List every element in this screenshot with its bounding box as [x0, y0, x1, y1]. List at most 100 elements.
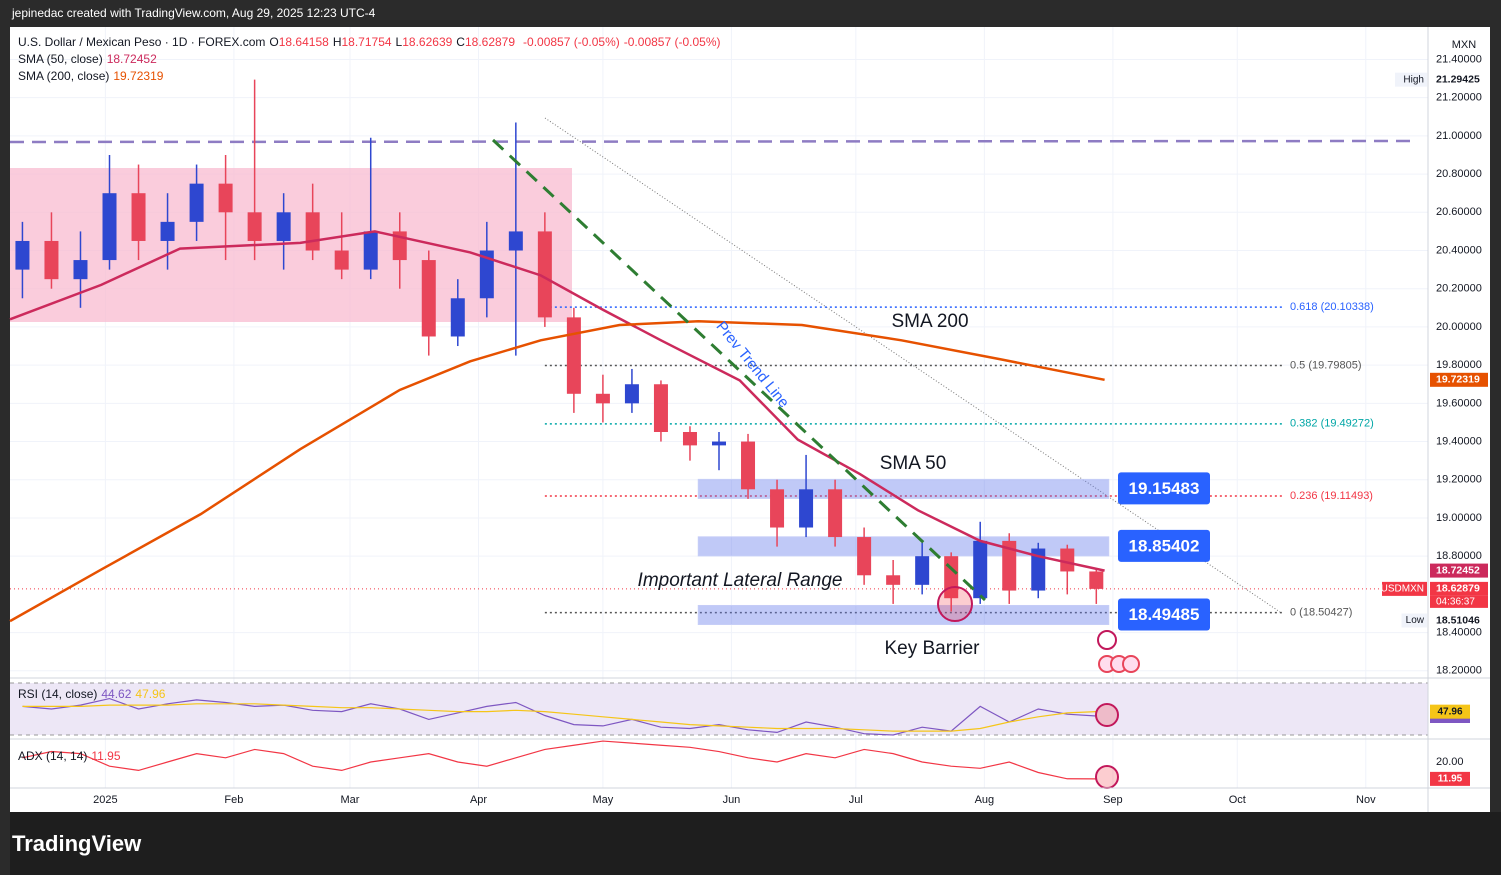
price-tag-label: 18.51046 [1436, 614, 1480, 626]
candle-body [305, 212, 320, 251]
y-tick-label: 20.80000 [1436, 168, 1482, 180]
y-tick-label: 20.40000 [1436, 244, 1482, 256]
candle-body [595, 393, 610, 404]
candle-body [131, 193, 146, 241]
indicator-line [22, 740, 1097, 780]
candle-body [857, 537, 872, 576]
zone-label: 18.85402 [1129, 536, 1200, 555]
ohlc-label: L [395, 35, 403, 49]
ohlc-value: 18.62879 [464, 35, 516, 49]
x-tick-label: 2025 [93, 794, 117, 806]
zone-label: 19.15483 [1129, 479, 1200, 498]
indicator-name: ADX (14, 14) [18, 749, 88, 763]
y-tick-label: 21.20000 [1436, 92, 1482, 104]
prev-trend-line [491, 138, 987, 602]
candle-body [624, 384, 639, 404]
brand: TradingView [12, 831, 142, 856]
fib-label: 0 (18.50427) [1290, 607, 1352, 619]
zone-tag [1118, 529, 1210, 562]
ohlc-label: C [456, 35, 465, 49]
price-tag [1430, 563, 1488, 578]
indicator-value: 18.72452 [106, 52, 157, 66]
indicator-name: SMA (50, close) [18, 52, 103, 66]
y-tick-label: 21.40000 [1436, 53, 1482, 65]
x-tick-label: Jul [849, 794, 863, 806]
indicator-value: 19.72319 [113, 69, 164, 83]
value-tag [1430, 704, 1470, 719]
zone [697, 604, 1110, 625]
candle-body [15, 240, 30, 270]
candle-body [1031, 548, 1046, 591]
y-tick-label: 19.40000 [1436, 435, 1482, 447]
y-tick-label: 19.20000 [1436, 474, 1482, 486]
y-tick-label: 18.20000 [1436, 665, 1482, 677]
indicator-name: SMA (200, close) [18, 69, 110, 83]
zone [697, 536, 1110, 557]
y-tick-label: 20.00000 [1436, 321, 1482, 333]
candle-body [566, 317, 581, 394]
x-tick-label: Apr [470, 794, 487, 806]
event-icon[interactable] [1097, 630, 1117, 650]
countdown-bg [1430, 595, 1488, 608]
value-tag-label: 47.96 [1437, 706, 1462, 717]
indicator-value: 11.95 [91, 749, 121, 763]
y-tick-label: 21.00000 [1436, 130, 1482, 142]
legend-sma200: SMA (200, close) 19.72319 [18, 69, 167, 83]
candle-body [973, 540, 988, 599]
annotation: Important Lateral Range [638, 570, 843, 591]
event-flag[interactable] [1122, 655, 1140, 673]
candle-body [218, 183, 233, 213]
candle-body [741, 441, 756, 490]
footer-bar [10, 812, 1501, 875]
candle-body [102, 193, 117, 261]
x-tick-label: Nov [1356, 794, 1376, 806]
ohlc-value: 18.64158 [278, 35, 329, 49]
candle-body [334, 250, 349, 270]
price-tag [1430, 72, 1488, 87]
header-text: jepinedac created with TradingView.com, … [11, 6, 376, 20]
y-tick-label: 20.60000 [1436, 206, 1482, 218]
candle-body [886, 575, 901, 585]
price-tag-name: Low [1406, 615, 1425, 626]
trend-line [544, 117, 1281, 613]
adx-circle [1095, 765, 1119, 789]
candle-body [1002, 540, 1017, 591]
y-tick-label: 20.00 [1436, 756, 1464, 768]
x-tick-label: May [593, 794, 614, 806]
candle-body [421, 260, 436, 337]
annotation: SMA 200 [891, 311, 968, 332]
rsi-circle [1095, 703, 1119, 727]
annotation: Key Barrier [884, 638, 980, 659]
chart-area [10, 27, 1490, 812]
indicator-line [22, 697, 1097, 736]
zone-tag [1118, 472, 1210, 505]
legend-sma50: SMA (50, close) 18.72452 [18, 52, 161, 66]
candle-body [160, 221, 175, 241]
candle-body [537, 231, 552, 318]
ohlc-value: 18.62639 [402, 35, 453, 49]
x-tick-label: Aug [975, 794, 995, 806]
candle-body [276, 212, 291, 241]
annotation: SMA 50 [880, 453, 947, 474]
indicator-line [22, 703, 1097, 732]
zone-label: 18.49485 [1129, 605, 1200, 624]
price-tag [1430, 372, 1488, 387]
candle-body [363, 231, 378, 270]
price-tag-label: 18.72452 [1436, 564, 1480, 576]
price-tag [1430, 613, 1488, 628]
x-tick-label: Oct [1229, 794, 1246, 806]
candle-body [508, 231, 523, 251]
sma-line [9, 319, 1105, 623]
candle-body [450, 298, 465, 337]
x-tick-label: Sep [1103, 794, 1123, 806]
indicator-value: 47.96 [135, 687, 166, 701]
rsi-band [10, 683, 1428, 735]
price-tag-label: 21.29425 [1436, 73, 1480, 85]
change: -0.00857 (-0.05%) [523, 35, 620, 49]
candle-body [682, 432, 697, 446]
candle-body [915, 556, 930, 585]
y-tick-label: 19.60000 [1436, 397, 1482, 409]
x-tick-label: Jun [723, 794, 741, 806]
zone [697, 478, 1110, 499]
y-tick-label: 18.80000 [1436, 550, 1482, 562]
